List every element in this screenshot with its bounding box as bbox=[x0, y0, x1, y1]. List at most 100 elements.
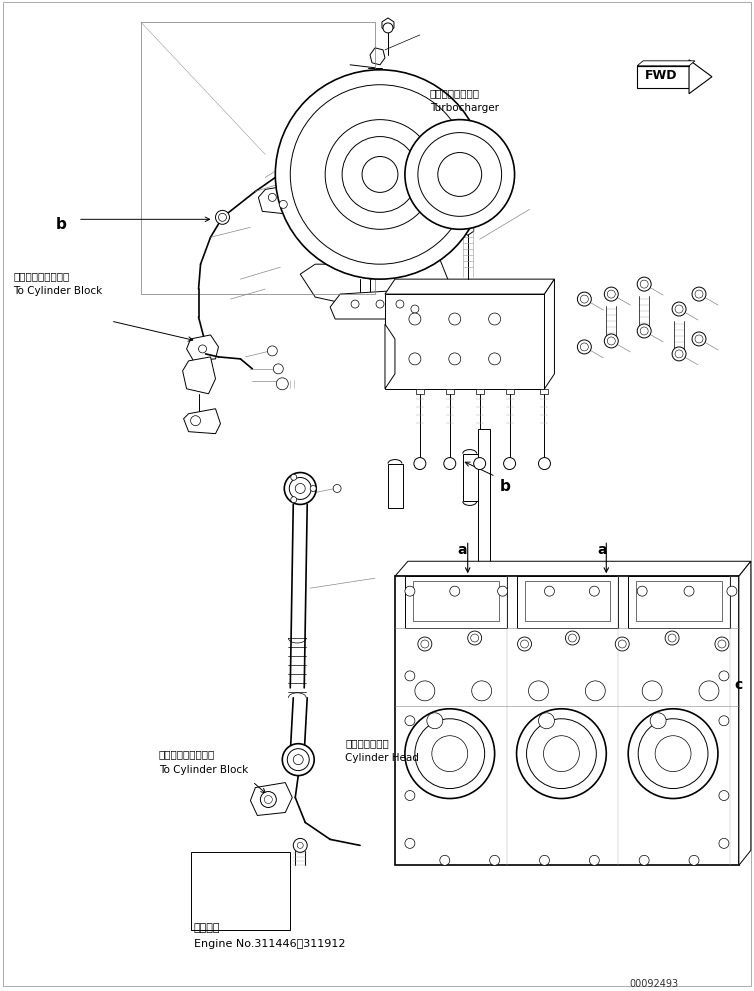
Circle shape bbox=[470, 634, 479, 642]
Circle shape bbox=[405, 791, 415, 801]
Circle shape bbox=[260, 792, 276, 808]
Circle shape bbox=[538, 713, 554, 728]
Circle shape bbox=[699, 681, 719, 701]
Circle shape bbox=[672, 347, 686, 361]
Circle shape bbox=[293, 755, 303, 765]
Bar bbox=[413, 581, 498, 621]
Text: Engine No.311446～311912: Engine No.311446～311912 bbox=[194, 939, 345, 949]
Circle shape bbox=[427, 713, 443, 728]
Text: To Cylinder Block: To Cylinder Block bbox=[13, 286, 103, 296]
Circle shape bbox=[296, 484, 305, 494]
Circle shape bbox=[421, 640, 429, 648]
Circle shape bbox=[578, 340, 591, 354]
Circle shape bbox=[516, 709, 606, 799]
Text: シリンダブロックへ: シリンダブロックへ bbox=[13, 272, 69, 281]
Circle shape bbox=[566, 631, 579, 645]
Polygon shape bbox=[416, 388, 424, 393]
Circle shape bbox=[489, 855, 500, 865]
Circle shape bbox=[585, 681, 605, 701]
Circle shape bbox=[293, 838, 307, 852]
Circle shape bbox=[310, 486, 316, 492]
Text: b: b bbox=[56, 217, 67, 232]
Circle shape bbox=[449, 353, 461, 365]
Circle shape bbox=[692, 332, 706, 346]
Circle shape bbox=[544, 735, 579, 772]
Text: 適用号機: 適用号機 bbox=[194, 924, 220, 934]
Text: シリンダブロックへ: シリンダブロックへ bbox=[158, 749, 215, 760]
Circle shape bbox=[405, 709, 495, 799]
Circle shape bbox=[675, 305, 683, 313]
Circle shape bbox=[411, 305, 419, 313]
Circle shape bbox=[719, 716, 729, 725]
Circle shape bbox=[472, 681, 492, 701]
Circle shape bbox=[415, 681, 435, 701]
Circle shape bbox=[273, 364, 284, 374]
Circle shape bbox=[628, 709, 718, 799]
Circle shape bbox=[590, 587, 599, 597]
Circle shape bbox=[604, 287, 618, 301]
Circle shape bbox=[637, 587, 647, 597]
Text: Turbocharger: Turbocharger bbox=[430, 103, 499, 113]
Circle shape bbox=[405, 671, 415, 681]
Circle shape bbox=[414, 458, 426, 470]
Polygon shape bbox=[637, 60, 695, 65]
Circle shape bbox=[268, 346, 277, 356]
Circle shape bbox=[695, 290, 703, 298]
Circle shape bbox=[405, 838, 415, 848]
Circle shape bbox=[607, 290, 615, 298]
Polygon shape bbox=[461, 214, 474, 235]
Circle shape bbox=[351, 300, 359, 308]
Circle shape bbox=[615, 637, 630, 651]
Circle shape bbox=[450, 587, 460, 597]
Circle shape bbox=[529, 681, 548, 701]
Circle shape bbox=[449, 313, 461, 325]
Circle shape bbox=[376, 300, 384, 308]
Circle shape bbox=[719, 671, 729, 681]
Text: c: c bbox=[734, 678, 742, 692]
Polygon shape bbox=[330, 289, 425, 319]
Circle shape bbox=[520, 640, 529, 648]
Polygon shape bbox=[544, 279, 554, 388]
Circle shape bbox=[719, 791, 729, 801]
Text: FWD: FWD bbox=[645, 68, 678, 82]
Circle shape bbox=[640, 327, 648, 335]
Text: ターボチャージャ: ターボチャージャ bbox=[430, 88, 480, 98]
Polygon shape bbox=[689, 59, 712, 94]
Polygon shape bbox=[186, 335, 219, 361]
Circle shape bbox=[396, 300, 404, 308]
Text: b: b bbox=[500, 479, 510, 494]
Circle shape bbox=[362, 157, 398, 192]
Polygon shape bbox=[446, 388, 454, 393]
Polygon shape bbox=[300, 260, 450, 309]
Polygon shape bbox=[516, 576, 618, 628]
Circle shape bbox=[383, 23, 393, 33]
Circle shape bbox=[297, 842, 303, 848]
Circle shape bbox=[405, 587, 415, 597]
Circle shape bbox=[282, 743, 314, 776]
Circle shape bbox=[291, 496, 297, 502]
Polygon shape bbox=[506, 388, 513, 393]
Circle shape bbox=[668, 634, 676, 642]
Bar bbox=[463, 454, 478, 501]
Polygon shape bbox=[370, 48, 385, 64]
Circle shape bbox=[440, 855, 450, 865]
Polygon shape bbox=[637, 65, 689, 88]
Polygon shape bbox=[250, 783, 293, 816]
Circle shape bbox=[655, 735, 691, 772]
Circle shape bbox=[198, 345, 207, 353]
Circle shape bbox=[287, 748, 309, 771]
Circle shape bbox=[607, 337, 615, 345]
Circle shape bbox=[538, 458, 550, 470]
Circle shape bbox=[333, 485, 341, 493]
Circle shape bbox=[325, 120, 435, 229]
Circle shape bbox=[290, 478, 311, 499]
Circle shape bbox=[219, 213, 226, 221]
Polygon shape bbox=[628, 576, 730, 628]
Circle shape bbox=[342, 137, 418, 212]
Circle shape bbox=[415, 718, 485, 789]
Circle shape bbox=[409, 313, 421, 325]
Circle shape bbox=[284, 473, 316, 504]
Text: Cylinder Head: Cylinder Head bbox=[345, 752, 419, 763]
Circle shape bbox=[581, 295, 588, 303]
Circle shape bbox=[191, 415, 201, 426]
